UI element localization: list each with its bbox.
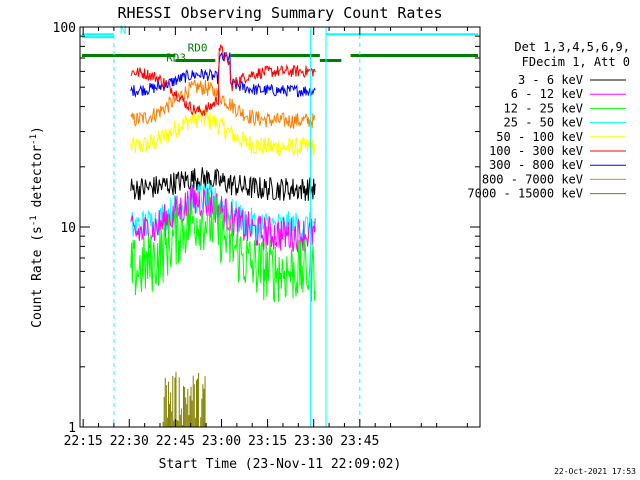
axis-layer: 22:15 22:30 22:45 23:00 23:15 23:30 23:45 1 10 10… (53, 21, 480, 449)
y-tick-label: 1 (68, 421, 76, 436)
x-tick-label: 23:15 (248, 434, 287, 449)
chart-title: RHESSI Observing Summary Count Rates (117, 4, 442, 22)
series-line (130, 192, 316, 303)
x-tick-label: 23:30 (294, 434, 333, 449)
x-tick-label: 23:00 (202, 434, 241, 449)
series-line (130, 184, 316, 253)
legend-entry-label: 3 - 6 keV (518, 73, 583, 87)
y-axis-label-sup: -1 (29, 215, 39, 226)
flag-label-n: N (120, 23, 127, 36)
generation-timestamp: 22-Oct-2021 17:53 (554, 467, 636, 476)
legend-entry-label: 300 - 800 keV (489, 158, 583, 172)
series-line (130, 44, 316, 117)
legend-entry-label: 800 - 7000 keV (482, 172, 583, 186)
y-axis-label-main: Count Rate (s (30, 226, 45, 328)
legend-header-line-2: FDecim 1, Att 0 (522, 55, 630, 69)
legend-entry-label: 100 - 300 keV (489, 144, 583, 158)
x-axis-label: Start Time (23-Nov-11 22:09:02) (159, 457, 402, 472)
y-axis-label-close: ) (30, 126, 45, 134)
x-tick-label: 22:15 (64, 434, 103, 449)
series-line (130, 167, 316, 201)
y-axis-label: Count Rate (s-1 detector-1) (29, 126, 45, 328)
x-tick-label: 22:30 (110, 434, 149, 449)
y-tick-label: 100 (53, 21, 76, 36)
series-line (130, 79, 316, 129)
x-tick-label: 22:45 (156, 434, 195, 449)
legend-header-line-1: Det 1,3,4,5,6,9, (514, 40, 630, 54)
x-tick-label: 23:45 (340, 434, 379, 449)
legend: Det 1,3,4,5,6,9, FDecim 1, Att 0 3 - 6 k… (467, 40, 630, 201)
series-layer (130, 44, 316, 427)
y-axis-label-sup2: -1 (29, 134, 39, 145)
y-axis-label-rest: detector (30, 145, 45, 216)
legend-entry-label: 12 - 25 keV (504, 101, 583, 115)
flag-label-rd0: RD0 (188, 42, 208, 55)
flag-label-rd3: RD3 (166, 51, 186, 64)
legend-entry-label: 6 - 12 keV (511, 87, 583, 101)
series-line (130, 108, 316, 157)
legend-entry-label: 25 - 50 keV (504, 116, 583, 130)
legend-entry-label: 50 - 100 keV (496, 130, 583, 144)
legend-entry-label: 7000 - 15000 keV (467, 187, 583, 201)
y-tick-label: 10 (60, 221, 76, 236)
